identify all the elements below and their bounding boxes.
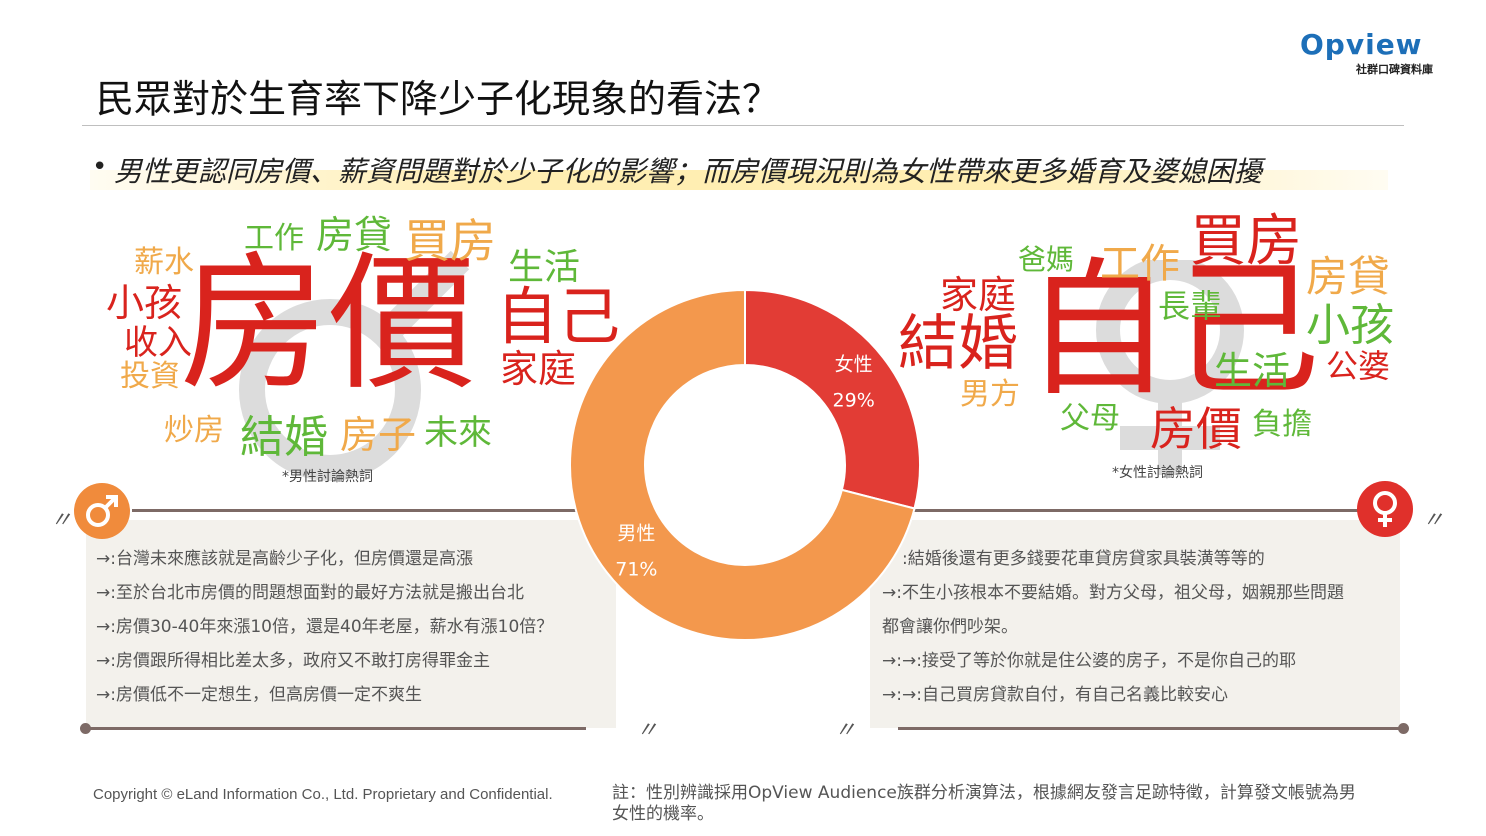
female-word-ziji: 自己 [1024, 244, 1320, 416]
male-word-fangdai: 房貸 [316, 213, 393, 257]
page-title: 民眾對於生育率下降少子化現象的看法？ [96, 77, 781, 121]
female-word-jiating: 家庭 [940, 273, 1017, 317]
male-word-maifang: 買房 [404, 214, 496, 268]
male-quotes-box: →:台灣未來應該就是高齡少子化，但房價還是高漲 →:至於台北市房價的問題想面對的… [86, 520, 616, 728]
quote-mark-icon: 〃 [1422, 508, 1445, 533]
female-word-fumu: 父母 [1060, 401, 1120, 436]
male-top-divider [132, 509, 592, 512]
female-quote-line: 都會讓你們吵架。 [882, 617, 1018, 637]
male-word-fangzi: 房子 [340, 413, 417, 457]
divider-dot [1398, 723, 1409, 734]
female-word-fangdai: 房貸 [1306, 252, 1391, 301]
male-bottom-divider [86, 727, 586, 730]
divider-dot [80, 723, 91, 734]
female-quotes-box: :結婚後還有更多錢要花車貸房貸家具裝潢等等的 →:不生小孩根本不要結婚。對方父母… [870, 520, 1400, 728]
male-word-jiehun: 結婚 [240, 412, 328, 463]
logo-subtitle: 社群口碑資料庫 [1356, 63, 1433, 76]
male-symbol-icon [74, 483, 130, 539]
title-divider [82, 125, 1404, 126]
footer-copyright: Copyright © eLand Information Co., Ltd. … [93, 786, 553, 803]
female-word-maifang: 買房 [1190, 209, 1302, 274]
bullet-icon: • [92, 152, 108, 182]
female-word-gongzuo: 工作 [1100, 241, 1180, 287]
female-quote-line: →:→:接受了等於你就是住公婆的房子，不是你自己的耶 [882, 651, 1296, 671]
male-quote-line: →:房價跟所得相比差太多，政府又不敢打房得罪金主 [96, 651, 490, 671]
male-quote-line: →:至於台北市房價的問題想面對的最好方法就是搬出台北 [96, 583, 524, 603]
female-quote-line: →:不生小孩根本不要結婚。對方父母，祖父母，姻親那些問題 [882, 583, 1344, 603]
female-word-bama: 爸媽 [1018, 243, 1075, 276]
male-word-ziji: 自己 [496, 280, 621, 353]
opview-logo: Opview 社群口碑資料庫 [1300, 28, 1460, 78]
male-word-gongzuo: 工作 [244, 221, 304, 256]
female-quote-line: →:→:自己買房貸款自付，有自己名義比較安心 [882, 685, 1228, 705]
female-word-fudan: 負擔 [1252, 407, 1312, 442]
donut-slice-0 [744, 288, 921, 510]
female-word-shenghuo: 生活 [1214, 349, 1291, 393]
male-word-shenghuo: 生活 [508, 247, 581, 288]
donut-slice-1 [569, 288, 916, 641]
male-quote-line: →:房價低不一定想生，但高房價一定不爽生 [96, 685, 422, 705]
female-quote-line: :結婚後還有更多錢要花車貸房貸家具裝潢等等的 [902, 549, 1265, 569]
male-cloud-caption: *男性討論熱詞 [282, 469, 373, 485]
subtitle-highlight [90, 170, 1388, 190]
female-word-zhangbei: 長輩 [1158, 287, 1223, 325]
female-word-jiehun: 結婚 [898, 309, 1018, 379]
female-bottom-divider [898, 727, 1404, 730]
male-quote-line: →:房價30-40年來漲10倍，還是40年老屋，薪水有漲10倍？ [96, 617, 554, 637]
gender-donut-chart: 女性 29% 男性 71% [569, 288, 921, 641]
female-symbol-icon [1357, 481, 1413, 537]
male-word-cloud: 房價 工作 房貸 買房 薪水 小孩 收入 投資 生活 自己 家庭 炒房 結婚 房… [90, 210, 620, 490]
donut-category-label: 男性 [617, 522, 655, 544]
female-symbol-watermark-icon [1096, 260, 1244, 475]
donut-value-label: 29% [833, 390, 875, 412]
male-word-shouru: 收入 [124, 323, 192, 363]
donut-category-label: 女性 [835, 354, 873, 376]
female-word-gongpo: 公婆 [1326, 347, 1391, 385]
logo-wordmark: Opview [1300, 28, 1423, 61]
female-word-fangjia: 房價 [1150, 402, 1242, 456]
quote-mark-icon: 〃 [50, 508, 73, 533]
male-word-weilai: 未來 [424, 413, 492, 453]
male-word-chaofang: 炒房 [164, 413, 224, 448]
subtitle-block: • 男性更認同房價、薪資問題對於少子化的影響；而房價現況則為女性帶來更多婚育及婆… [90, 148, 1388, 190]
male-word-xinshui: 薪水 [134, 245, 194, 280]
quote-mark-icon: 〃 [834, 718, 857, 743]
donut-value-label: 71% [615, 558, 657, 580]
footer-note: 註：性別辨識採用OpView Audience族群分析演算法，根據網友發言足跡特… [612, 783, 1356, 824]
female-word-xiaohai: 小孩 [1306, 300, 1394, 351]
male-word-xiaohai: 小孩 [106, 281, 183, 325]
male-symbol-watermark-icon [239, 250, 470, 481]
quote-mark-icon: 〃 [636, 718, 659, 743]
female-word-nanfang: 男方 [960, 377, 1020, 412]
male-word-touzi: 投資 [120, 359, 180, 394]
male-word-jiating: 家庭 [500, 347, 577, 391]
female-top-divider [898, 509, 1360, 512]
subtitle-text: 男性更認同房價、薪資問題對於少子化的影響；而房價現況則為女性帶來更多婚育及婆媳困… [114, 155, 1263, 188]
female-cloud-caption: *女性討論熱詞 [1112, 465, 1203, 481]
female-word-cloud: 自己 爸媽 工作 買房 家庭 房貸 長輩 結婚 小孩 生活 公婆 男方 父母 房… [880, 210, 1420, 490]
male-quote-line: →:台灣未來應該就是高齡少子化，但房價還是高漲 [96, 549, 473, 569]
male-word-fangjia: 房價 [180, 238, 476, 410]
